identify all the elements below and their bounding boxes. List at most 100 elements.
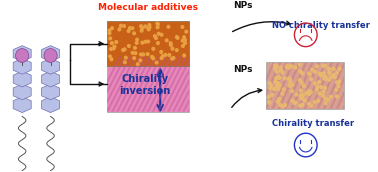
- Circle shape: [124, 56, 127, 59]
- Circle shape: [131, 51, 134, 54]
- Circle shape: [323, 72, 325, 75]
- Circle shape: [44, 49, 57, 62]
- Circle shape: [291, 83, 294, 86]
- Polygon shape: [291, 62, 314, 109]
- Circle shape: [293, 101, 296, 104]
- Circle shape: [308, 92, 311, 95]
- Circle shape: [328, 71, 330, 74]
- Circle shape: [133, 57, 135, 60]
- Circle shape: [316, 88, 318, 91]
- Circle shape: [141, 41, 144, 44]
- Circle shape: [301, 103, 304, 106]
- Circle shape: [324, 77, 326, 80]
- Circle shape: [336, 81, 338, 84]
- Polygon shape: [13, 58, 31, 74]
- Polygon shape: [278, 62, 301, 109]
- Circle shape: [302, 84, 305, 87]
- Circle shape: [278, 76, 280, 79]
- Polygon shape: [116, 56, 147, 112]
- Circle shape: [136, 63, 139, 66]
- Circle shape: [123, 25, 125, 27]
- Polygon shape: [136, 56, 167, 112]
- Circle shape: [335, 88, 338, 91]
- Circle shape: [324, 97, 327, 100]
- Polygon shape: [13, 84, 31, 100]
- Circle shape: [148, 26, 151, 29]
- Circle shape: [276, 100, 279, 103]
- Circle shape: [318, 92, 321, 95]
- Circle shape: [289, 81, 292, 84]
- Circle shape: [279, 103, 282, 106]
- Circle shape: [288, 66, 290, 69]
- Circle shape: [308, 72, 310, 75]
- Bar: [107, 21, 189, 66]
- Text: Chirality transfer: Chirality transfer: [272, 119, 354, 128]
- Circle shape: [166, 39, 168, 42]
- Circle shape: [15, 49, 29, 62]
- Circle shape: [320, 86, 322, 89]
- Circle shape: [171, 47, 174, 50]
- Circle shape: [280, 69, 282, 72]
- Circle shape: [274, 80, 277, 83]
- Circle shape: [338, 67, 341, 70]
- Circle shape: [281, 92, 284, 95]
- Circle shape: [133, 32, 135, 35]
- Text: NPs: NPs: [233, 1, 252, 10]
- Polygon shape: [213, 56, 243, 112]
- Circle shape: [283, 77, 286, 80]
- Circle shape: [290, 65, 293, 68]
- Circle shape: [274, 67, 276, 70]
- Circle shape: [144, 25, 147, 28]
- Circle shape: [289, 79, 291, 82]
- Circle shape: [291, 89, 293, 93]
- Circle shape: [322, 94, 324, 97]
- Circle shape: [336, 95, 338, 98]
- Circle shape: [324, 102, 327, 105]
- Polygon shape: [317, 62, 339, 109]
- Circle shape: [156, 22, 159, 25]
- Polygon shape: [13, 46, 31, 61]
- Circle shape: [271, 93, 274, 96]
- Circle shape: [160, 51, 163, 53]
- Circle shape: [157, 32, 160, 35]
- Circle shape: [294, 66, 297, 69]
- Circle shape: [313, 101, 316, 104]
- Circle shape: [167, 25, 170, 28]
- Polygon shape: [192, 56, 223, 112]
- Circle shape: [169, 42, 172, 45]
- Circle shape: [277, 82, 280, 85]
- Polygon shape: [13, 97, 31, 112]
- Circle shape: [156, 26, 159, 29]
- Circle shape: [299, 70, 302, 73]
- Circle shape: [177, 36, 179, 39]
- Circle shape: [129, 27, 131, 29]
- Polygon shape: [187, 56, 218, 112]
- Circle shape: [269, 87, 272, 90]
- Circle shape: [122, 49, 124, 51]
- Circle shape: [307, 103, 310, 105]
- Circle shape: [333, 76, 336, 79]
- Circle shape: [300, 97, 303, 100]
- Polygon shape: [42, 97, 60, 112]
- Bar: [107, 56, 189, 112]
- Circle shape: [127, 45, 130, 47]
- Polygon shape: [182, 56, 213, 112]
- Circle shape: [152, 57, 155, 60]
- Polygon shape: [126, 56, 157, 112]
- Circle shape: [155, 61, 158, 64]
- Polygon shape: [342, 62, 366, 109]
- Polygon shape: [172, 56, 203, 112]
- Circle shape: [160, 33, 163, 36]
- Polygon shape: [323, 62, 346, 109]
- Circle shape: [286, 64, 289, 67]
- Circle shape: [172, 57, 175, 59]
- Circle shape: [319, 72, 321, 75]
- Polygon shape: [91, 56, 121, 112]
- Polygon shape: [297, 62, 320, 109]
- Circle shape: [185, 30, 187, 33]
- Circle shape: [288, 77, 291, 80]
- Text: Chirality
inversion: Chirality inversion: [119, 74, 171, 96]
- Circle shape: [133, 46, 136, 49]
- Circle shape: [160, 57, 163, 60]
- Circle shape: [131, 27, 134, 30]
